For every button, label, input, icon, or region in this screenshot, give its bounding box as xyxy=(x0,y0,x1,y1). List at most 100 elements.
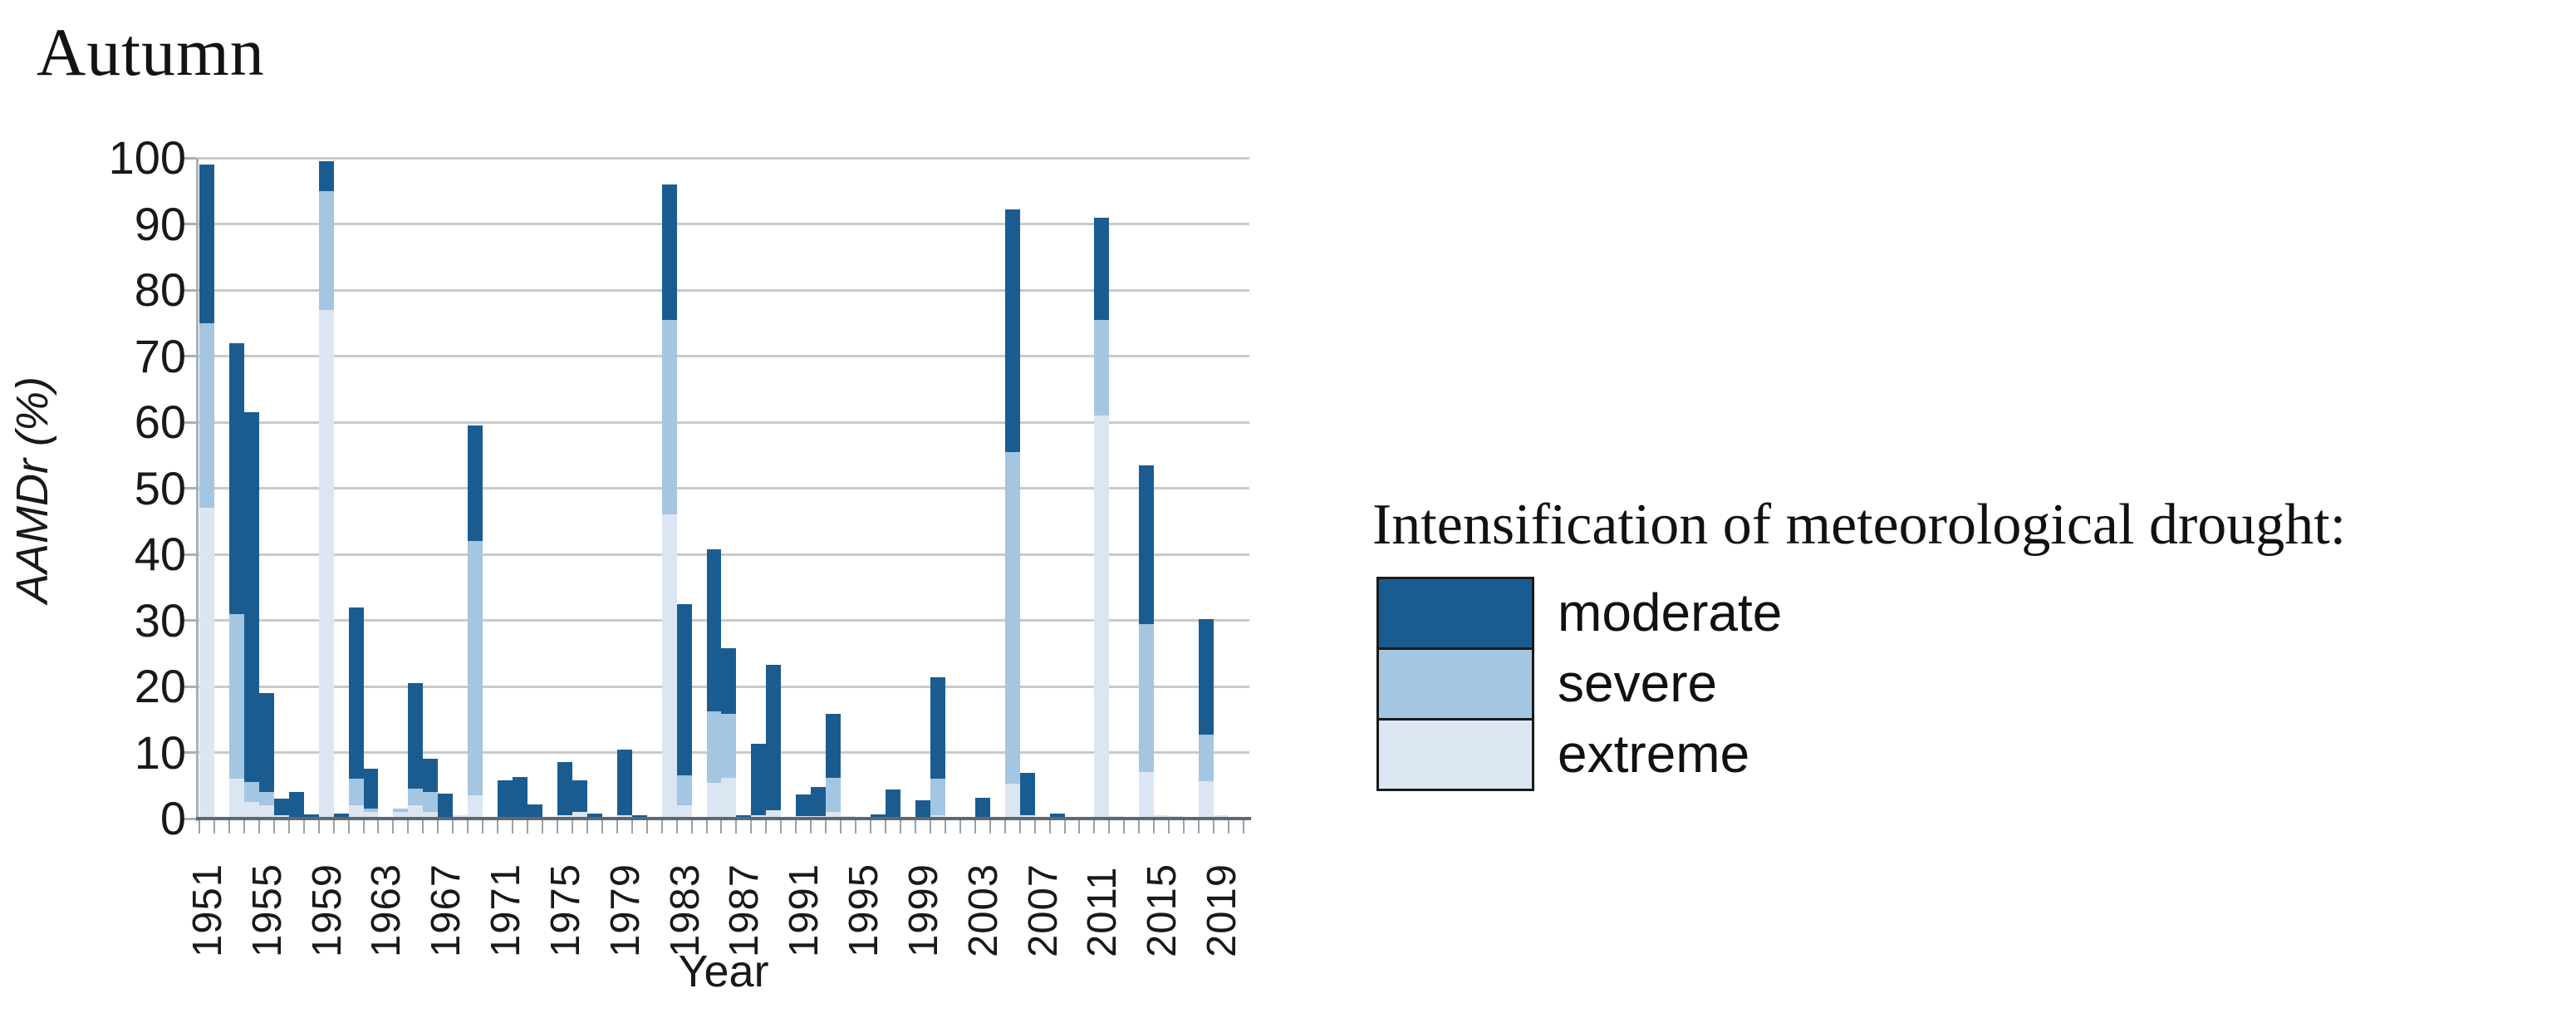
bar-segment-1993-extreme xyxy=(826,812,841,819)
bar-segment-1985-extreme xyxy=(706,783,722,819)
bar-2011 xyxy=(1094,158,1110,819)
x-axis-tick xyxy=(422,820,424,834)
x-axis-tick xyxy=(332,820,335,834)
x-axis-tick xyxy=(899,820,901,834)
x-axis-tick xyxy=(243,820,245,834)
bar-segment-1962-extreme xyxy=(363,812,379,819)
bar-1987 xyxy=(736,158,752,819)
x-axis-tick xyxy=(840,820,842,834)
bar-1965 xyxy=(408,158,424,819)
bar-2017 xyxy=(1184,158,1200,819)
x-tick-label-1999: 1999 xyxy=(900,863,946,957)
x-tick-label-2011: 2011 xyxy=(1080,866,1126,957)
x-axis-tick xyxy=(317,820,320,834)
bar-segment-2014-extreme xyxy=(1139,772,1155,819)
x-axis-tick xyxy=(870,820,872,834)
x-axis-tick xyxy=(855,820,857,834)
bar-segment-1951-extreme xyxy=(199,508,214,819)
x-axis-tick xyxy=(1183,820,1185,834)
bar-segment-2018-severe xyxy=(1199,735,1214,781)
bar-segment-1953-moderate xyxy=(228,342,244,614)
x-axis-tick xyxy=(690,820,693,834)
legend-swatch-moderate xyxy=(1379,579,1532,650)
x-axis-tick xyxy=(258,820,260,834)
bar-1974 xyxy=(542,158,557,819)
y-tick-label-80: 80 xyxy=(134,263,186,316)
bar-segment-1962-moderate xyxy=(363,769,379,809)
y-tick-label-40: 40 xyxy=(134,528,186,580)
x-axis-tick xyxy=(1003,820,1006,834)
bar-segment-1983-moderate xyxy=(676,603,692,776)
x-axis-tick xyxy=(765,820,768,834)
bar-segment-1993-severe xyxy=(826,777,841,813)
bar-1985 xyxy=(706,158,722,819)
x-axis-tick xyxy=(199,820,200,834)
x-axis-tick xyxy=(780,820,783,834)
x-axis-tick xyxy=(302,820,305,834)
x-axis-tick xyxy=(437,820,439,834)
bar-segment-1965-moderate xyxy=(408,683,424,789)
x-axis-tick xyxy=(675,820,678,834)
gridline-40 xyxy=(198,553,1249,556)
bar-segment-1966-moderate xyxy=(423,759,439,793)
x-axis-tick xyxy=(467,820,469,834)
x-tick-label-1995: 1995 xyxy=(841,863,887,957)
bar-segment-1976-moderate xyxy=(572,780,587,813)
bar-segment-1989-moderate xyxy=(766,664,782,810)
legend-label-column: moderate severe extreme xyxy=(1558,577,1782,791)
gridline-100 xyxy=(198,156,1249,160)
bar-segment-1954-moderate xyxy=(243,412,259,783)
bar-2013 xyxy=(1124,158,1140,819)
legend: Intensification of meteorological drough… xyxy=(1372,492,2346,791)
bar-segment-1969-extreme xyxy=(468,795,483,819)
bar-1960 xyxy=(333,158,349,819)
bar-segment-1969-severe xyxy=(468,541,483,796)
bar-segment-1985-moderate xyxy=(706,549,722,712)
bar-1991 xyxy=(796,158,812,819)
x-axis-tick xyxy=(989,820,991,834)
bar-2012 xyxy=(1109,158,1125,819)
bar-2008 xyxy=(1049,158,1065,819)
bar-1975 xyxy=(557,158,572,819)
bar-segment-1988-moderate xyxy=(751,744,767,816)
bar-2001 xyxy=(945,158,960,819)
y-tick-label-50: 50 xyxy=(134,461,186,514)
x-axis-tick xyxy=(571,820,573,834)
bar-1963 xyxy=(378,158,394,819)
bar-1966 xyxy=(423,158,439,819)
legend-label-extreme: extreme xyxy=(1558,723,1750,784)
bar-segment-1964-severe xyxy=(393,809,409,813)
x-axis-tick xyxy=(705,820,708,834)
bar-segment-1964-extreme xyxy=(393,812,409,819)
x-axis-tick xyxy=(750,820,753,834)
x-tick-label-1991: 1991 xyxy=(782,863,827,957)
x-axis-tick xyxy=(452,820,454,834)
y-axis-tick-100 xyxy=(183,156,196,160)
x-tick-label-2003: 2003 xyxy=(960,863,1006,957)
legend-body: moderate severe extreme xyxy=(1376,577,1782,791)
bar-1951 xyxy=(199,158,214,819)
bar-2014 xyxy=(1139,158,1155,819)
x-axis-tick xyxy=(720,820,723,834)
bar-1982 xyxy=(661,158,677,819)
bar-segment-1997-moderate xyxy=(886,789,900,819)
y-axis-tick-40 xyxy=(183,553,196,556)
x-axis-tick xyxy=(885,820,887,834)
x-axis-tick xyxy=(601,820,603,834)
y-axis-tick-50 xyxy=(183,487,196,489)
x-axis-tick xyxy=(586,820,588,834)
bar-segment-1959-severe xyxy=(318,190,334,310)
bar-1959 xyxy=(318,158,334,819)
bar-segment-1960-moderate xyxy=(333,814,349,819)
bar-segment-2018-extreme xyxy=(1199,780,1214,819)
bar-segment-2011-extreme xyxy=(1094,416,1110,819)
bar-1995 xyxy=(856,158,871,819)
bar-segment-2005-severe xyxy=(1004,451,1020,784)
x-axis-tick xyxy=(272,820,275,834)
x-axis-tick xyxy=(1018,820,1021,834)
y-axis-tick-70 xyxy=(183,355,196,357)
bar-segment-1965-severe xyxy=(408,789,424,806)
bar-segment-1979-moderate xyxy=(616,749,632,816)
plot-area xyxy=(183,156,1251,834)
